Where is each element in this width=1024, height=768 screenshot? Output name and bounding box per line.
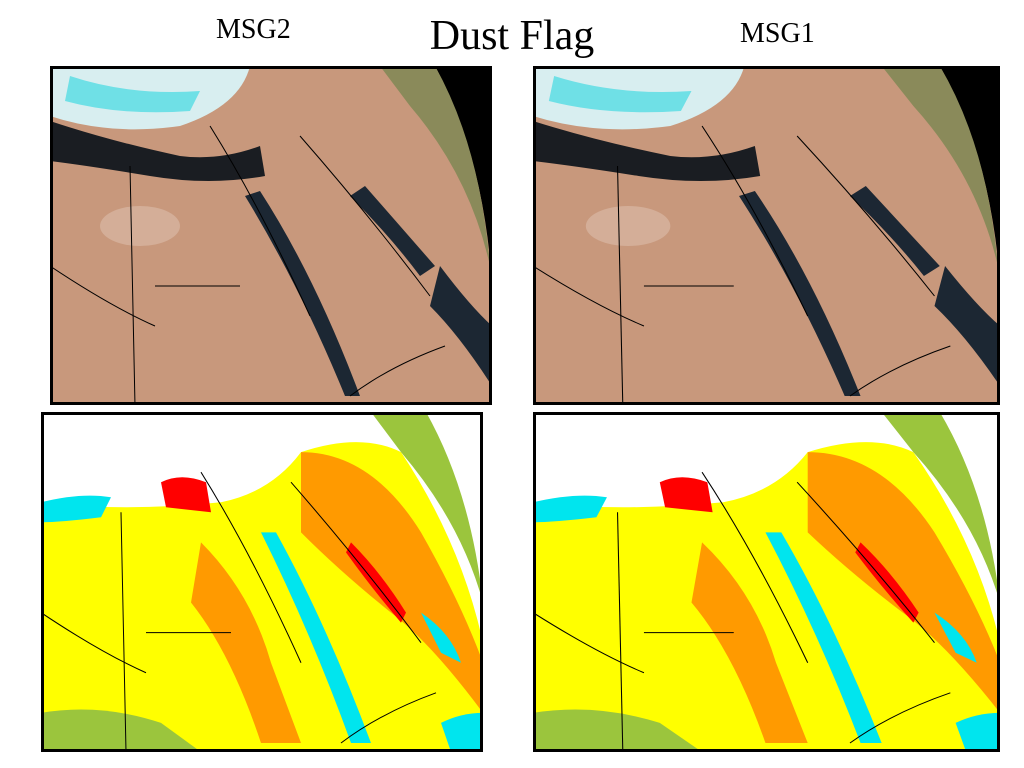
- panel-label: MSG1: [740, 18, 815, 49]
- panel-label: MSG2: [216, 14, 291, 45]
- rgb-image-msg1: [533, 66, 1000, 405]
- dust-flag-msg2: [41, 412, 483, 752]
- slide-title: Dust Flag: [429, 13, 595, 59]
- dust-flag-msg1: [533, 412, 1000, 752]
- rgb-image-msg2: [50, 66, 492, 405]
